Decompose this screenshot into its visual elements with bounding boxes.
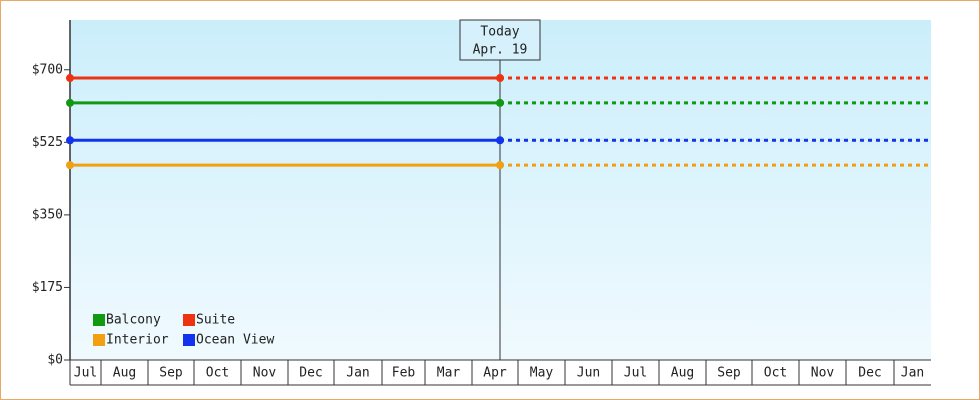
y-tick-label: $0	[47, 353, 63, 368]
x-tick-label: Sep	[159, 366, 183, 381]
x-tick-label: Oct	[206, 366, 229, 381]
point	[66, 161, 74, 170]
y-tick-label: $175	[32, 280, 63, 295]
x-tick-label: Aug	[113, 366, 136, 381]
x-tick-label: Sep	[717, 366, 741, 381]
x-tick-label: Apr	[483, 366, 507, 381]
point	[66, 74, 74, 83]
x-tick-label: Nov	[811, 366, 835, 381]
x-tick-label: Jul	[74, 366, 97, 381]
today-box	[459, 19, 541, 61]
x-tick-label: Nov	[253, 366, 277, 381]
legend-swatch	[183, 334, 195, 346]
point	[496, 161, 504, 170]
legend-swatch	[183, 314, 195, 326]
y-tick-label: $350	[32, 207, 63, 222]
point	[496, 98, 504, 107]
legend-swatch	[93, 334, 105, 346]
x-tick-label: Dec	[299, 366, 322, 381]
x-tick-label: Jan	[346, 366, 369, 381]
point	[66, 98, 74, 107]
y-tick-label: $700	[32, 62, 63, 77]
legend-swatch	[93, 314, 105, 326]
point	[496, 74, 504, 83]
x-tick-label: Jul	[624, 366, 647, 381]
x-tick-label: Jun	[577, 366, 600, 381]
x-tick-label: Dec	[858, 366, 881, 381]
legend-label: Suite	[196, 313, 235, 328]
x-tick-label: May	[530, 366, 554, 381]
legend-label: Balcony	[106, 313, 161, 328]
x-tick-label: Aug	[671, 366, 694, 381]
y-tick-label: $525	[32, 135, 63, 150]
legend-label: Interior	[106, 333, 169, 348]
x-tick-label: Oct	[764, 366, 787, 381]
point	[66, 136, 74, 145]
x-tick-label: Jan	[901, 366, 924, 381]
legend-label: Ocean View	[196, 333, 274, 348]
today-date: Apr. 19	[473, 43, 528, 58]
x-tick-label: Feb	[392, 366, 416, 381]
point	[496, 136, 504, 145]
today-label: Today	[480, 25, 519, 40]
x-tick-label: Mar	[437, 366, 461, 381]
